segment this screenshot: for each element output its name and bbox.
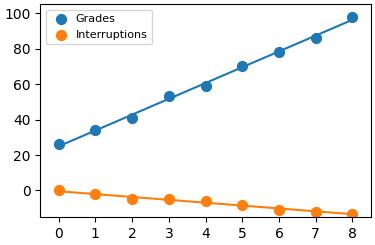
- Grades: [92, 128, 98, 132]
- Grades: [202, 84, 208, 88]
- Interruptions: [239, 203, 245, 207]
- Grades: [129, 116, 135, 120]
- Interruptions: [92, 192, 98, 196]
- Interruptions: [56, 189, 62, 193]
- Interruptions: [350, 212, 355, 216]
- Grades: [239, 64, 245, 68]
- Grades: [56, 142, 62, 146]
- Interruptions: [166, 197, 172, 201]
- Legend: Grades, Interruptions: Grades, Interruptions: [46, 10, 152, 44]
- Grades: [166, 95, 172, 98]
- Grades: [276, 50, 282, 54]
- Interruptions: [129, 197, 135, 201]
- Interruptions: [276, 208, 282, 212]
- Grades: [313, 36, 319, 40]
- Interruptions: [313, 210, 319, 214]
- Grades: [350, 15, 355, 19]
- Interruptions: [202, 199, 208, 203]
